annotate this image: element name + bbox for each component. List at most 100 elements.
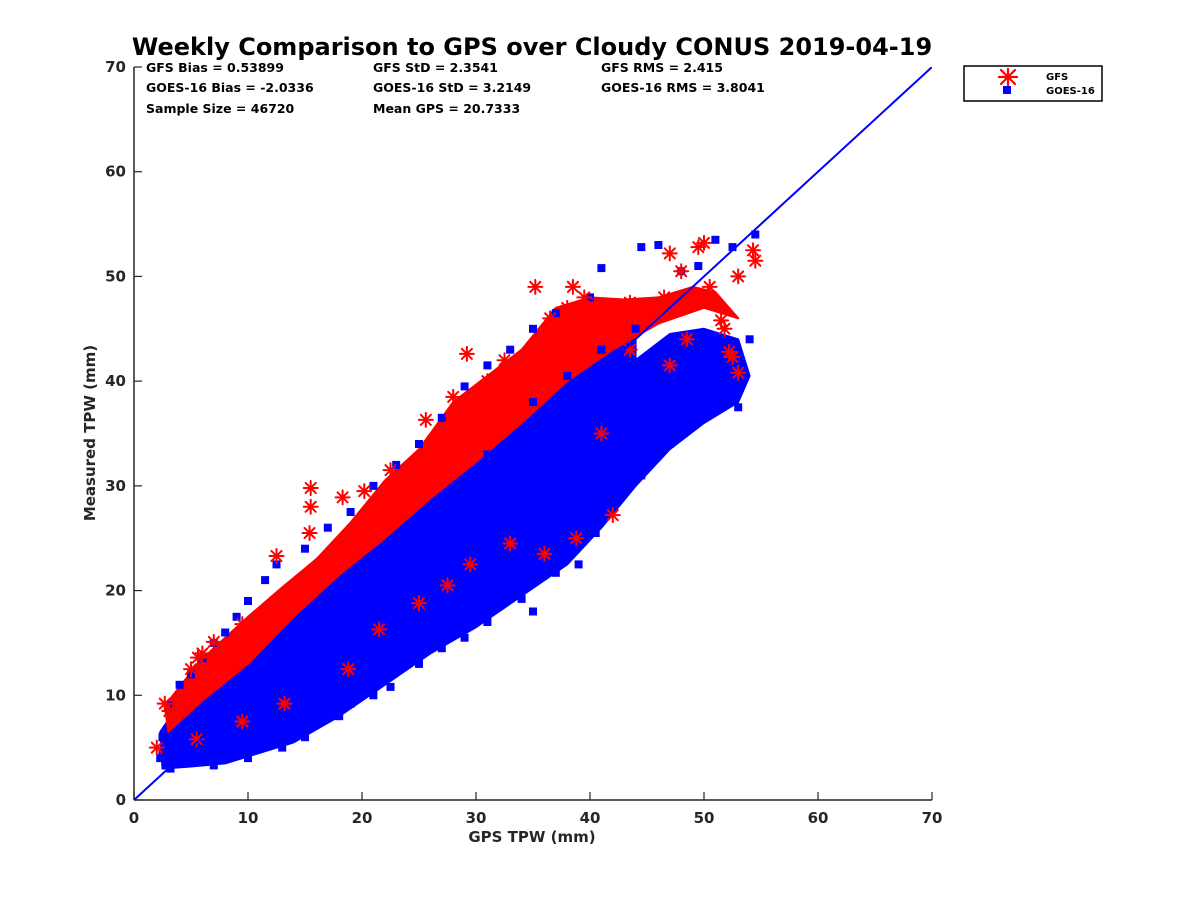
y-tick-label: 70 — [105, 58, 126, 76]
point-gfs — [536, 545, 553, 562]
x-tick-label: 70 — [922, 809, 943, 827]
point-gfs — [356, 483, 373, 500]
point-goes-16 — [415, 440, 423, 448]
point-gfs — [559, 299, 576, 316]
point-goes-16 — [244, 597, 252, 605]
tick-labels: 0 10 20 30 40 50 60 70 0 10 20 30 40 50 60 70 — [105, 58, 942, 827]
point-goes-16 — [335, 712, 344, 721]
point-gfs — [334, 489, 351, 506]
point-goes-16 — [711, 235, 720, 244]
stat-mean-gps: Mean GPS = 20.7333 — [373, 101, 520, 116]
point-gfs — [673, 263, 690, 280]
point-goes-16 — [551, 568, 560, 577]
axes — [133, 66, 933, 801]
point-goes-16 — [643, 450, 651, 459]
point-goes-16 — [369, 691, 378, 700]
point-gfs — [527, 278, 544, 295]
point-gfs — [417, 411, 434, 428]
point-gfs — [707, 294, 724, 311]
point-goes-16 — [574, 560, 583, 569]
point-goes-16 — [175, 680, 184, 689]
point-gfs — [713, 312, 730, 329]
data-points-layer — [148, 230, 764, 773]
point-goes-16 — [386, 682, 395, 691]
point-gfs — [234, 713, 251, 730]
point-goes-16 — [261, 576, 270, 585]
x-tick-label: 0 — [129, 809, 139, 827]
point-goes-16 — [700, 398, 708, 407]
point-goes-16 — [209, 761, 218, 770]
stat-gfs-rms: GFS RMS = 2.415 — [601, 60, 723, 75]
stat-gfs-bias: GFS Bias = 0.53899 — [146, 60, 284, 75]
point-gfs — [724, 349, 741, 366]
point-gfs — [568, 530, 585, 547]
x-tick-label: 30 — [466, 809, 487, 827]
point-goes-16 — [603, 508, 612, 516]
point-goes-16 — [460, 382, 469, 391]
point-goes-16 — [694, 262, 703, 270]
point-goes-16 — [654, 241, 663, 249]
point-gfs — [445, 388, 462, 405]
point-goes-16 — [728, 243, 737, 252]
point-goes-16 — [346, 699, 355, 708]
point-gfs — [747, 252, 764, 269]
point-gfs — [371, 621, 388, 638]
point-gfs — [564, 278, 581, 295]
point-gfs — [205, 633, 222, 650]
point-goes-16 — [597, 345, 606, 354]
point-goes-16 — [631, 324, 640, 333]
point-gfs — [661, 245, 678, 262]
point-gfs — [276, 695, 293, 712]
x-axis-label: GPS TPW (mm) — [468, 828, 595, 846]
point-gfs — [730, 364, 747, 381]
point-gfs — [599, 305, 616, 322]
point-gfs — [411, 595, 427, 612]
legend-box — [963, 65, 1103, 102]
point-goes-16 — [745, 335, 754, 344]
y-tick-label: 10 — [105, 686, 126, 704]
point-goes-16 — [591, 529, 600, 537]
point-gfs — [479, 373, 496, 390]
point-goes-16 — [529, 324, 537, 333]
point-goes-16 — [688, 408, 697, 417]
point-goes-16 — [181, 759, 190, 768]
point-goes-16 — [734, 403, 743, 412]
point-goes-16 — [483, 361, 492, 370]
point-gfs — [301, 524, 318, 541]
point-gfs — [678, 331, 695, 348]
point-gfs — [302, 498, 319, 515]
y-tick-label: 60 — [105, 163, 126, 181]
point-goes-16 — [415, 659, 423, 668]
one-to-one-line — [134, 67, 932, 800]
point-gfs — [234, 616, 251, 633]
point-goes-16 — [369, 481, 378, 490]
chart-title: Weekly Comparison to GPS over Cloudy CON… — [132, 33, 932, 61]
point-goes-16 — [460, 633, 469, 642]
point-gfs — [656, 289, 673, 306]
x-tick-label: 60 — [808, 809, 829, 827]
point-gfs — [268, 548, 285, 565]
point-gfs — [439, 577, 456, 594]
x-tick-label: 20 — [352, 809, 373, 827]
point-goes-16 — [278, 743, 287, 752]
y-tick-label: 40 — [105, 372, 126, 390]
point-gfs — [502, 535, 519, 552]
point-goes-16 — [717, 403, 726, 412]
point-gfs — [621, 294, 638, 311]
point-goes-16 — [221, 628, 230, 637]
point-gfs — [496, 352, 513, 369]
point-gfs — [593, 425, 610, 442]
point-gfs — [730, 268, 747, 285]
point-goes-16 — [517, 594, 526, 603]
point-goes-16 — [483, 618, 492, 626]
point-goes-16 — [614, 492, 623, 501]
point-goes-16 — [346, 508, 355, 516]
point-goes-16 — [449, 539, 458, 548]
point-gfs — [701, 278, 718, 295]
point-goes-16 — [301, 544, 309, 553]
x-tick-label: 50 — [694, 809, 715, 827]
stat-gfs-std: GFS StD = 2.3541 — [373, 60, 498, 75]
point-goes-16 — [156, 754, 165, 763]
stat-sample-size: Sample Size = 46720 — [146, 101, 295, 116]
point-goes-16 — [637, 471, 646, 480]
